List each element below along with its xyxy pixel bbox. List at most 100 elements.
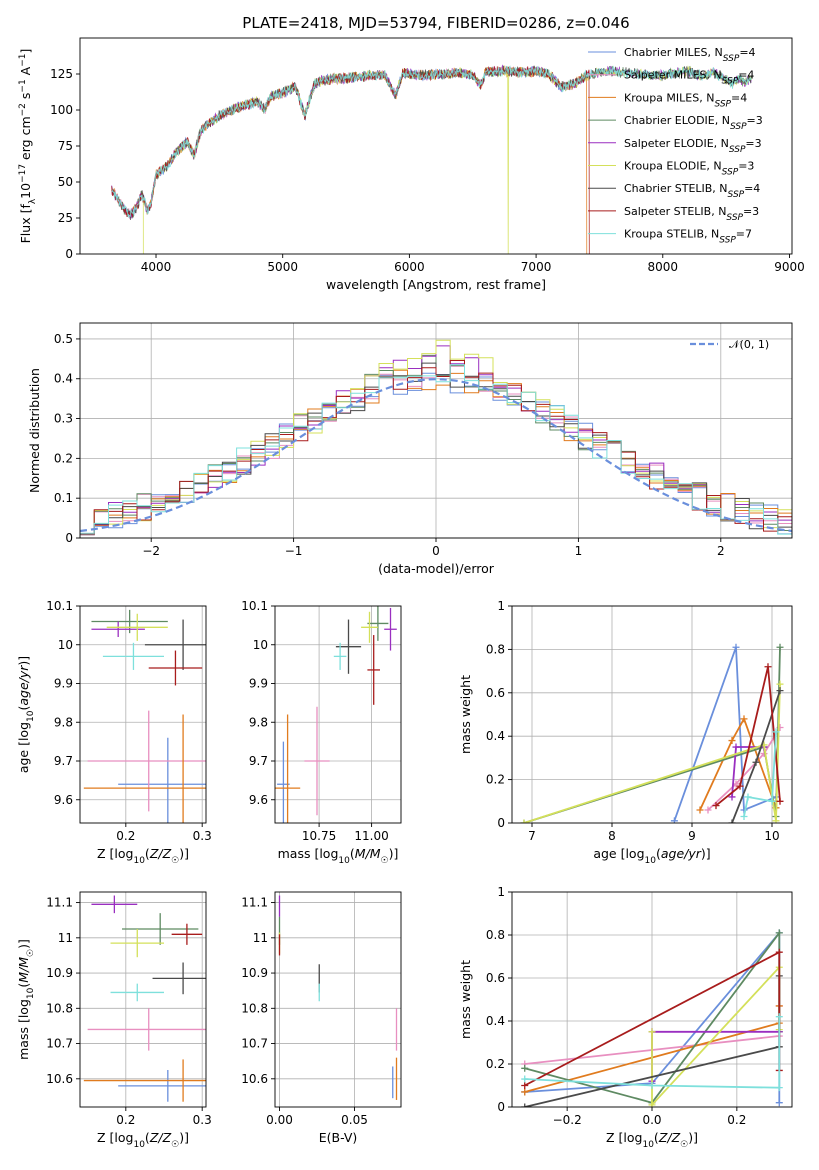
- figure-title: PLATE=2418, MJD=53794, FIBERID=0286, z=0…: [242, 14, 629, 32]
- weight-line: [715, 666, 781, 807]
- y-tick-label: 10.1: [241, 599, 268, 613]
- legend-entry: 𝒩(0, 1): [729, 338, 769, 351]
- weight-marker: [775, 1084, 783, 1092]
- y-tick-label: 125: [50, 67, 73, 81]
- panel-spectrum: 4000 5000 6000 7000 8000 9000 0 25 50 75 100 125 wav…: [18, 37, 805, 292]
- weight-line: [699, 716, 777, 811]
- weight-marker: [776, 643, 784, 651]
- axes-frame: [274, 605, 402, 824]
- x-axis-label: Z [log10(Z/Z☉)]: [606, 1130, 698, 1150]
- y-tick-label: 1: [497, 599, 505, 613]
- x-tick-label: 1: [575, 544, 583, 558]
- weight-marker: [648, 1101, 656, 1107]
- y-tick-label: 0.2: [54, 451, 73, 465]
- weight-marker: [772, 728, 780, 736]
- weight-marker: [752, 758, 760, 766]
- axes-frame: [274, 891, 402, 1108]
- weight-marker: [776, 680, 784, 688]
- y-tick-label: 11: [253, 931, 268, 945]
- normal-curve: [80, 378, 792, 533]
- weight-marker: [521, 1088, 529, 1096]
- y-tick-label: 0: [65, 531, 73, 545]
- y-tick-label: 0.8: [486, 642, 505, 656]
- x-tick-label: 8000: [648, 260, 679, 274]
- y-tick-label: 10.8: [46, 1001, 73, 1015]
- y-tick-label: 0.1: [54, 491, 73, 505]
- weight-marker: [728, 819, 736, 823]
- y-tick-label: 9.9: [54, 677, 73, 691]
- x-tick-label: 0.00: [266, 1113, 293, 1127]
- y-tick-label: 10: [253, 638, 268, 652]
- y-tick-label: 0.5: [54, 332, 73, 346]
- y-tick-label: 0.2: [486, 1057, 505, 1071]
- weight-marker: [776, 797, 784, 805]
- y-tick-label: 11.1: [46, 896, 73, 910]
- x-tick-label: 2: [717, 544, 725, 558]
- y-axis-label: age [log10(age/yr)]: [16, 656, 36, 773]
- plot-area: [520, 643, 784, 823]
- plot-area: [83, 895, 206, 1102]
- plot-area: [83, 609, 206, 823]
- weight-marker: [696, 806, 704, 814]
- x-tick-label: 0.2: [727, 1113, 746, 1127]
- weight-marker: [521, 1082, 529, 1089]
- y-tick-label: 10.7: [241, 1037, 268, 1051]
- y-tick-label: 10: [58, 638, 73, 652]
- weight-line: [743, 731, 777, 817]
- y-axis-label: Normed distribution: [27, 368, 42, 493]
- y-tick-label: 10.1: [46, 599, 73, 613]
- weight-marker: [768, 797, 776, 805]
- axes-frame: [79, 605, 207, 824]
- weight-marker: [521, 1064, 529, 1072]
- plot-area: [111, 64, 752, 254]
- weight-marker: [744, 793, 752, 801]
- y-tick-label: 0.4: [486, 1014, 505, 1028]
- x-axis-label: mass [log10(M/M☉)]: [278, 846, 399, 866]
- weight-line: [673, 646, 777, 822]
- weight-marker: [775, 929, 783, 937]
- y-tick-label: 0.2: [486, 773, 505, 787]
- weight-marker: [740, 715, 748, 723]
- y-tick-label: 100: [50, 103, 73, 117]
- weight-marker: [728, 793, 736, 801]
- panels: 4000 5000 6000 7000 8000 90000255075100125wav…: [16, 37, 805, 1150]
- weight-line: [523, 684, 781, 823]
- x-tick-label: 0: [432, 544, 440, 558]
- x-tick-label: 6000: [394, 260, 425, 274]
- y-tick-label: 0.4: [54, 372, 73, 386]
- spectrum-line: [111, 66, 590, 254]
- weight-marker: [521, 1075, 529, 1083]
- x-tick-label: 0.2: [116, 1113, 135, 1127]
- y-tick-label: 25: [58, 211, 73, 225]
- legend-entry: Salpeter ELODIE, NSSP=3: [624, 137, 762, 155]
- legend-entry: Chabrier STELIB, NSSP=4: [624, 182, 760, 200]
- weight-marker: [776, 687, 784, 695]
- weight-marker: [728, 737, 736, 745]
- x-tick-label: −1: [285, 544, 303, 558]
- y-tick-label: 0.3: [54, 412, 73, 426]
- legend-entry: Chabrier MILES, NSSP=4: [624, 46, 756, 64]
- x-tick-label: 10.75: [302, 829, 336, 843]
- x-axis-label: Z [log10(Z/Z☉)]: [97, 1130, 189, 1150]
- weight-marker: [740, 812, 748, 820]
- panel-residuals: −2 −1 0 1 2 0 0.1 0.2 0.3 0.4 0.5 (data-model)/erro…: [27, 322, 793, 576]
- y-tick-label: 10.9: [241, 966, 268, 980]
- weight-marker: [520, 819, 528, 823]
- weight-marker: [670, 817, 678, 823]
- y-axis-label: mass [log10(M/M☉)]: [16, 939, 36, 1060]
- y-tick-label: 0: [497, 816, 505, 830]
- x-tick-label: 0.2: [116, 829, 135, 843]
- y-axis-label: mass weight: [458, 675, 473, 754]
- y-tick-label: 9.6: [54, 793, 73, 807]
- y-tick-label: 10.8: [241, 1001, 268, 1015]
- plot-area: [80, 339, 792, 538]
- y-tick-label: 10.7: [46, 1037, 73, 1051]
- y-tick-label: 10.9: [46, 966, 73, 980]
- axes-frame: [79, 891, 207, 1108]
- y-tick-label: 11.1: [241, 896, 268, 910]
- panel-weight_vs_Z: −0.2 0.0 0.2 0 0.2 0.4 0.6 0.8 1 Z [log10(Z/Z☉)] m…: [458, 885, 793, 1150]
- y-tick-label: 9.8: [54, 715, 73, 729]
- y-tick-label: 0.4: [486, 729, 505, 743]
- y-tick-label: 9.8: [249, 715, 268, 729]
